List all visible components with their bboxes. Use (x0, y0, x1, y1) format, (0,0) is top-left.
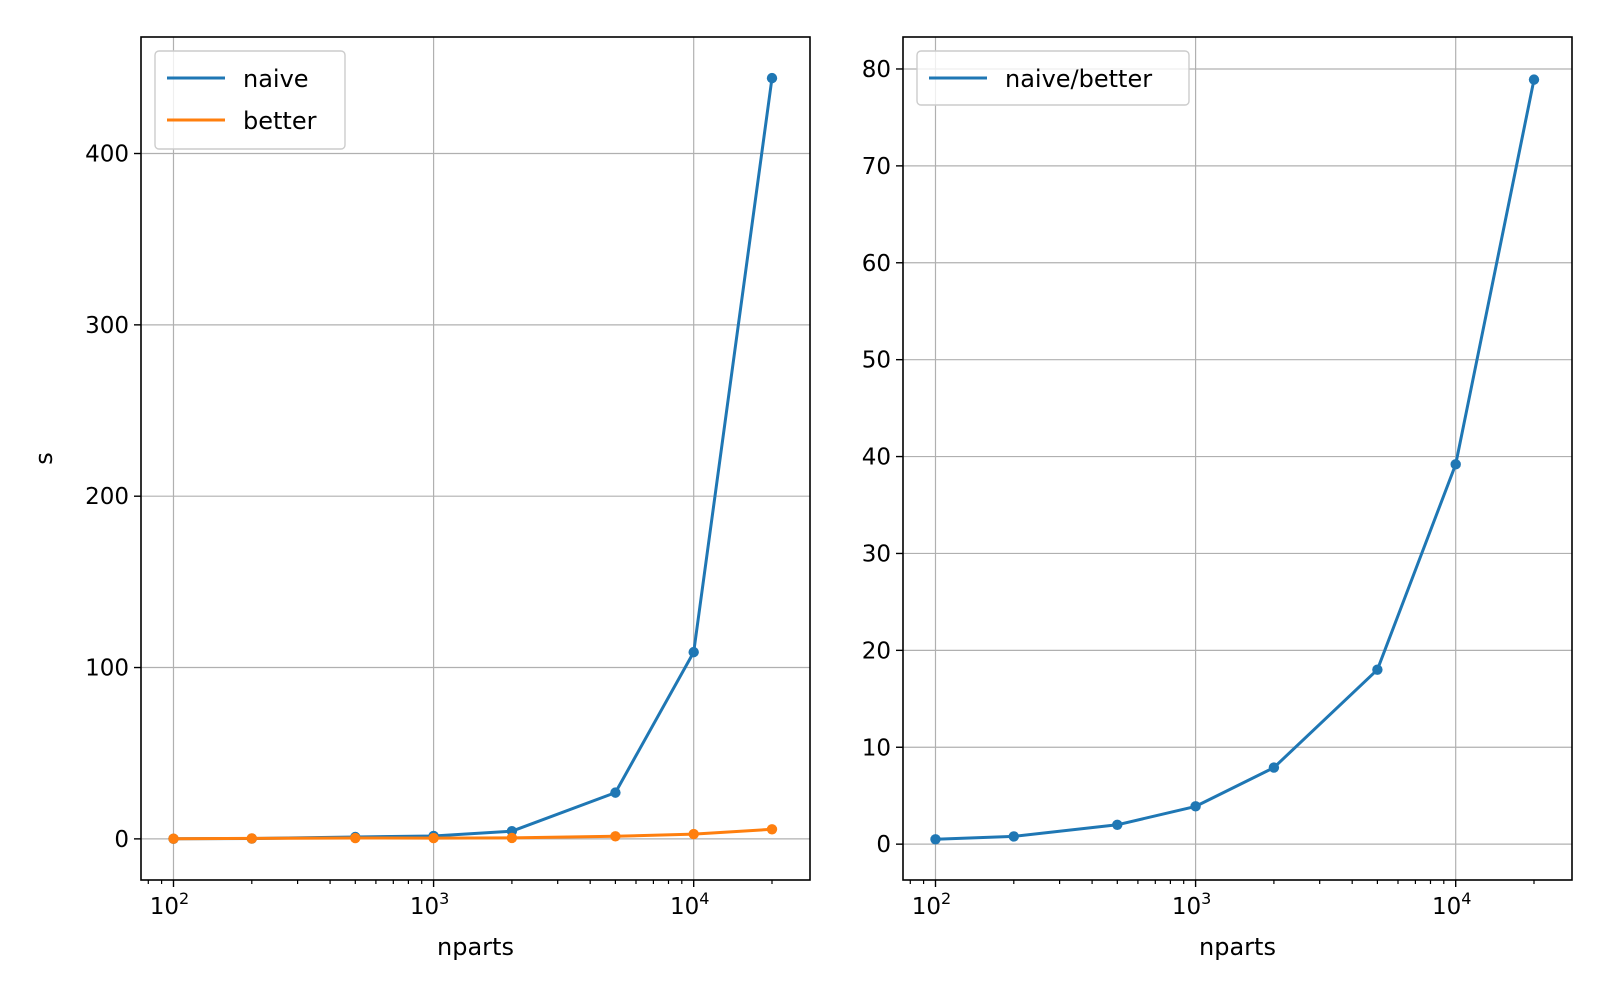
data-point (506, 832, 518, 844)
y-tick-label: 30 (862, 541, 891, 567)
legend: naive/better (916, 50, 1190, 106)
legend-label: naive (243, 65, 309, 93)
y-tick-label: 80 (862, 57, 891, 83)
data-point (428, 832, 439, 844)
x-axis-ticks: 102 103 104 (150, 880, 709, 920)
data-point (1450, 459, 1461, 470)
x-tick-label: 103 (410, 889, 449, 920)
data-point (246, 833, 257, 844)
y-axis-ticks: 0 100 200 300 400 (85, 142, 141, 853)
series-line (935, 79, 1536, 841)
y-tick-label: 100 (85, 656, 129, 682)
data-point (350, 832, 361, 844)
x-tick-label: 103 (1172, 889, 1211, 920)
data-point (610, 787, 621, 798)
data-point (688, 828, 699, 840)
legend-label: naive/better (1005, 65, 1152, 93)
series-line (173, 827, 773, 841)
legend-box (916, 50, 1190, 106)
y-tick-label: 300 (85, 313, 129, 339)
y-axis-label: s (30, 452, 58, 465)
y-tick-label: 40 (862, 445, 891, 471)
x-tick-label: 104 (670, 889, 709, 920)
y-tick-label: 400 (85, 142, 129, 168)
data-point (766, 824, 778, 835)
x-axis-label: nparts (437, 933, 514, 961)
y-tick-label: 0 (876, 832, 891, 858)
y-tick-label: 200 (85, 484, 129, 510)
chart-panel-1: 102 103 104 0 100 200 300 400 nparts s naive better (30, 36, 811, 961)
data-point (1528, 74, 1540, 85)
x-tick-label: 102 (912, 889, 951, 920)
data-point (1008, 831, 1019, 842)
data-point (688, 646, 699, 658)
axes-frame (902, 36, 1573, 881)
chart-panel-2: 102 103 104 0 10 20 30 40 50 60 70 80 nparts naive/be… (862, 36, 1573, 961)
y-tick-label: 50 (862, 348, 891, 374)
y-tick-label: 10 (862, 735, 891, 761)
x-tick-label: 102 (150, 889, 189, 920)
axes-frame (140, 36, 811, 881)
legend-label: better (243, 107, 317, 135)
x-axis-ticks: 102 103 104 (912, 880, 1471, 920)
data-point (610, 831, 621, 842)
data-point (766, 72, 778, 84)
data-point (930, 834, 941, 845)
data-point (1190, 801, 1201, 812)
data-point (1372, 664, 1383, 675)
y-tick-label: 20 (862, 638, 891, 664)
y-tick-label: 0 (114, 827, 129, 853)
series-naive-better (930, 74, 1540, 845)
legend: naive better (154, 50, 346, 150)
data-point (1268, 762, 1280, 773)
data-point (168, 833, 179, 844)
x-axis-label: nparts (1199, 933, 1276, 961)
y-tick-label: 70 (862, 154, 891, 180)
y-axis-ticks: 0 10 20 30 40 50 60 70 80 (862, 57, 903, 858)
grid (903, 37, 1572, 880)
y-tick-label: 60 (862, 251, 891, 277)
x-tick-label: 104 (1432, 889, 1471, 920)
data-point (1112, 819, 1123, 830)
series-better (168, 824, 778, 844)
legend-box (154, 50, 346, 150)
